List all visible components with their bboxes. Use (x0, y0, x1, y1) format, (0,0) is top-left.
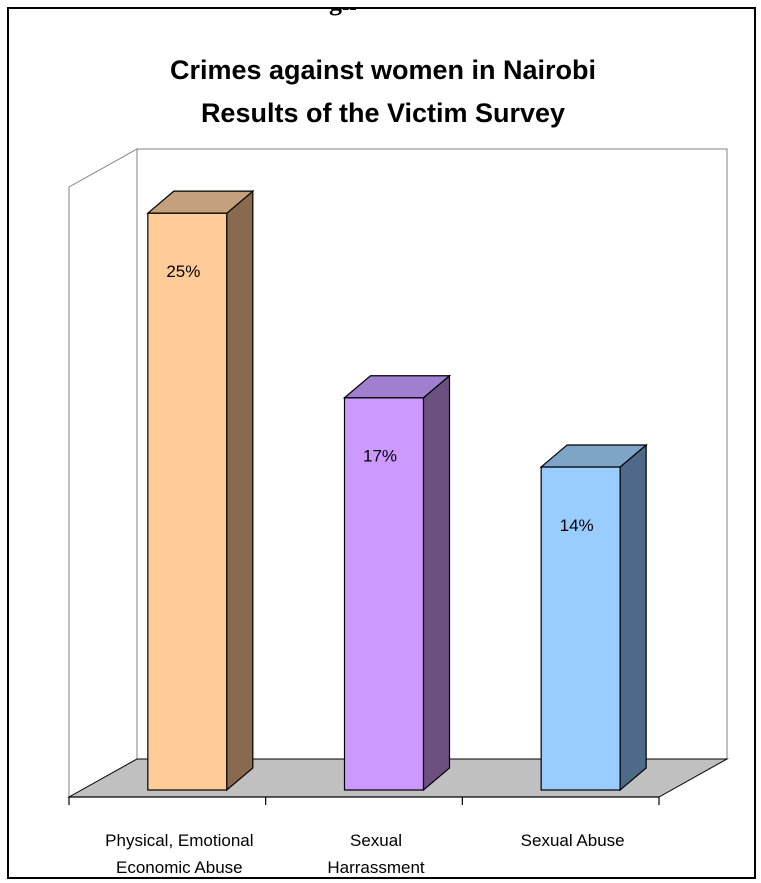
category-label: Harrassment (327, 858, 425, 877)
bar-chart: 25% Physical, Emotional Economic Abuse 17% S… (67, 55, 729, 877)
data-label: 17% (363, 447, 397, 466)
bar-1 (146, 189, 255, 792)
bar-side (226, 189, 254, 792)
labels-group: 25% Physical, Emotional Economic Abuse 17% S… (105, 262, 624, 877)
x-axis (68, 796, 660, 805)
bar-side (619, 443, 647, 792)
bar-top (146, 190, 255, 214)
category-label: Economic Abuse (116, 858, 243, 877)
bar-2 (342, 374, 452, 792)
chart-subtitle: Results of the Victim Survey (201, 98, 565, 128)
category-label: Physical, Emotional (105, 831, 253, 850)
data-label: 14% (560, 516, 594, 535)
bar-3 (539, 443, 648, 792)
bar-front (343, 397, 425, 791)
category-label: Sexual (350, 831, 402, 850)
bars-group (146, 189, 648, 792)
chart-title: Crimes against women in Nairobi (170, 55, 596, 85)
bar-side (422, 374, 451, 792)
page-heading-cut: gh (329, 9, 356, 17)
left-wall (68, 148, 138, 798)
data-label: 25% (166, 262, 200, 281)
bar-front (147, 212, 228, 791)
category-label: Sexual Abuse (521, 831, 625, 850)
chart-frame: gh 25% Physical, Emotional Economic Abuse 1… (7, 7, 756, 879)
bar-top (342, 375, 452, 399)
bar-top (539, 444, 648, 468)
